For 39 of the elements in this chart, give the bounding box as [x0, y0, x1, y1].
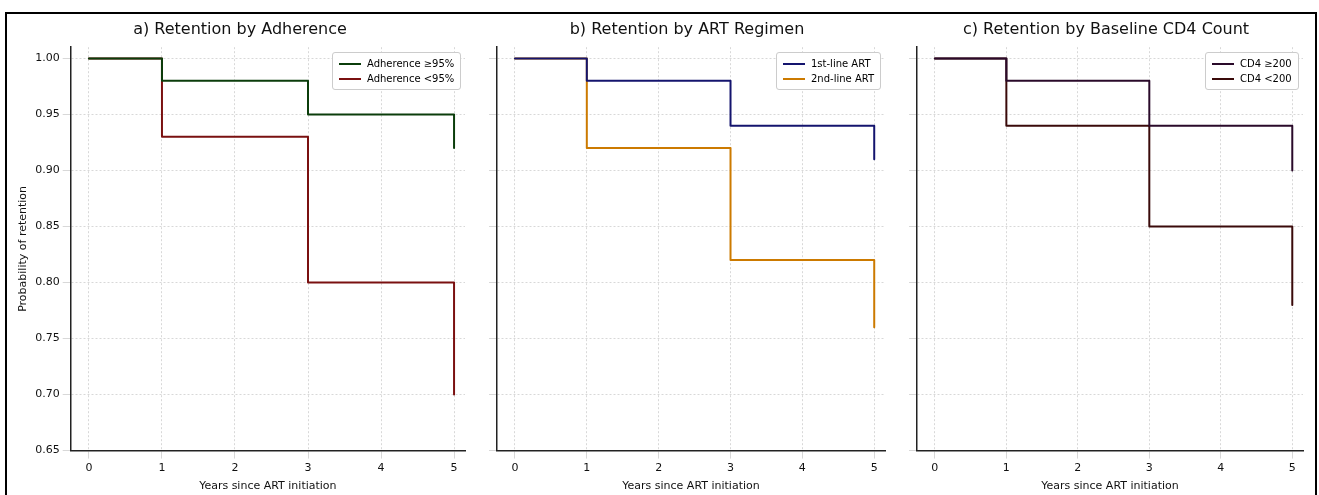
x-tick-label: 0 — [85, 461, 93, 475]
y-tick-label: 0.85 — [35, 219, 60, 233]
x-tick-label: 3 — [727, 461, 735, 475]
chart-title: b) Retention by ART Regimen — [569, 18, 805, 38]
y-tick-label: 0.80 — [35, 275, 60, 289]
x-tick-label: 2 — [231, 461, 239, 475]
x-tick-label: 4 — [377, 461, 385, 475]
x-tick-label: 0 — [511, 461, 519, 475]
x-tick-label: 3 — [304, 461, 312, 475]
x-tick-label: 4 — [1217, 461, 1225, 475]
legend-label: Adherence <95% — [367, 72, 455, 87]
y-tick-label: 0.95 — [35, 107, 60, 121]
x-tick-label: 1 — [158, 461, 166, 475]
legend-label: 1st-line ART — [811, 57, 871, 72]
legend-label: CD4 <200 — [1240, 72, 1292, 87]
x-tick-label: 5 — [870, 461, 878, 475]
x-axis-title: Years since ART initiation — [621, 479, 760, 493]
y-tick-label: 0.75 — [35, 331, 60, 345]
x-tick-label: 5 — [1288, 461, 1296, 475]
x-tick-label: 3 — [1145, 461, 1153, 475]
x-axis-title: Years since ART initiation — [1040, 479, 1179, 493]
legend-label: 2nd-line ART — [811, 72, 875, 87]
chart-title: a) Retention by Adherence — [133, 18, 347, 38]
y-tick-label: 0.90 — [35, 163, 60, 177]
x-axis-title: Years since ART initiation — [198, 479, 337, 493]
x-tick-label: 1 — [583, 461, 591, 475]
x-tick-label: 2 — [655, 461, 663, 475]
y-tick-label: 1.00 — [35, 51, 60, 65]
legend-label: Adherence ≥95% — [367, 57, 455, 72]
y-tick-label: 0.65 — [35, 443, 60, 457]
x-tick-label: 0 — [931, 461, 939, 475]
legend-label: CD4 ≥200 — [1240, 57, 1292, 72]
chart-title: c) Retention by Baseline CD4 Count — [962, 18, 1250, 38]
y-tick-label: 0.70 — [35, 387, 60, 401]
x-tick-label: 4 — [798, 461, 806, 475]
x-tick-label: 5 — [450, 461, 458, 475]
x-tick-label: 1 — [1002, 461, 1010, 475]
x-tick-label: 2 — [1074, 461, 1082, 475]
y-axis-title: Probability of retention — [16, 185, 30, 312]
